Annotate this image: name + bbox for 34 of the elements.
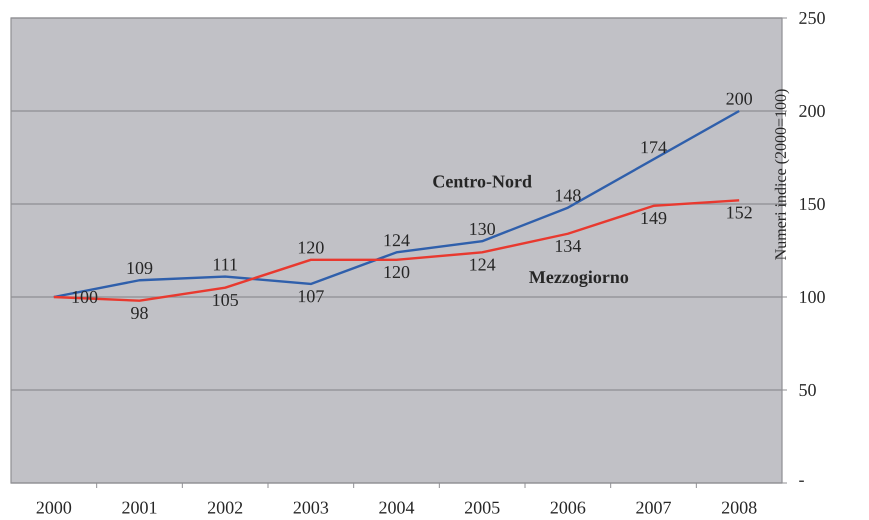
y-tick-label: - [799,480,804,482]
data-label: 130 [470,222,495,235]
y-tick-label: 50 [800,384,816,396]
data-label: 111 [214,258,237,270]
data-label: 149 [642,212,666,224]
x-tick-label: 2004 [379,502,414,514]
data-label: 174 [642,141,667,154]
data-label: 152 [727,206,752,219]
x-tick-label: 2000 [36,502,72,514]
data-label: 124 [384,234,410,246]
data-label: 120 [298,241,324,254]
x-tick-label: 2001 [122,502,156,514]
data-label: 107 [298,290,324,302]
data-label: 105 [213,294,238,306]
y-tick-label: 150 [800,198,825,210]
series-label: Mezzogiorno [529,270,628,287]
series-label: Centro-Nord [433,174,532,188]
x-tick-label: 2008 [722,502,756,514]
data-label: 134 [556,240,582,252]
x-tick-label: 2003 [294,502,328,514]
data-label: 124 [470,258,496,270]
x-tick-label: 2006 [550,502,586,514]
y-tick-label: 200 [799,104,825,118]
data-label: 148 [556,189,581,202]
data-label: 109 [128,262,152,274]
data-label: 120 [384,266,410,278]
y-tick-label: 100 [800,290,825,304]
x-tick-label: 2002 [208,502,242,514]
data-label: 200 [726,92,752,105]
x-tick-label: 2005 [464,502,500,514]
y-tick-label: 250 [799,12,825,24]
x-tick-label: 2007 [636,502,671,514]
data-label: 98 [131,306,148,320]
y-axis-title: Numeri indice (2000=100) [774,89,790,260]
